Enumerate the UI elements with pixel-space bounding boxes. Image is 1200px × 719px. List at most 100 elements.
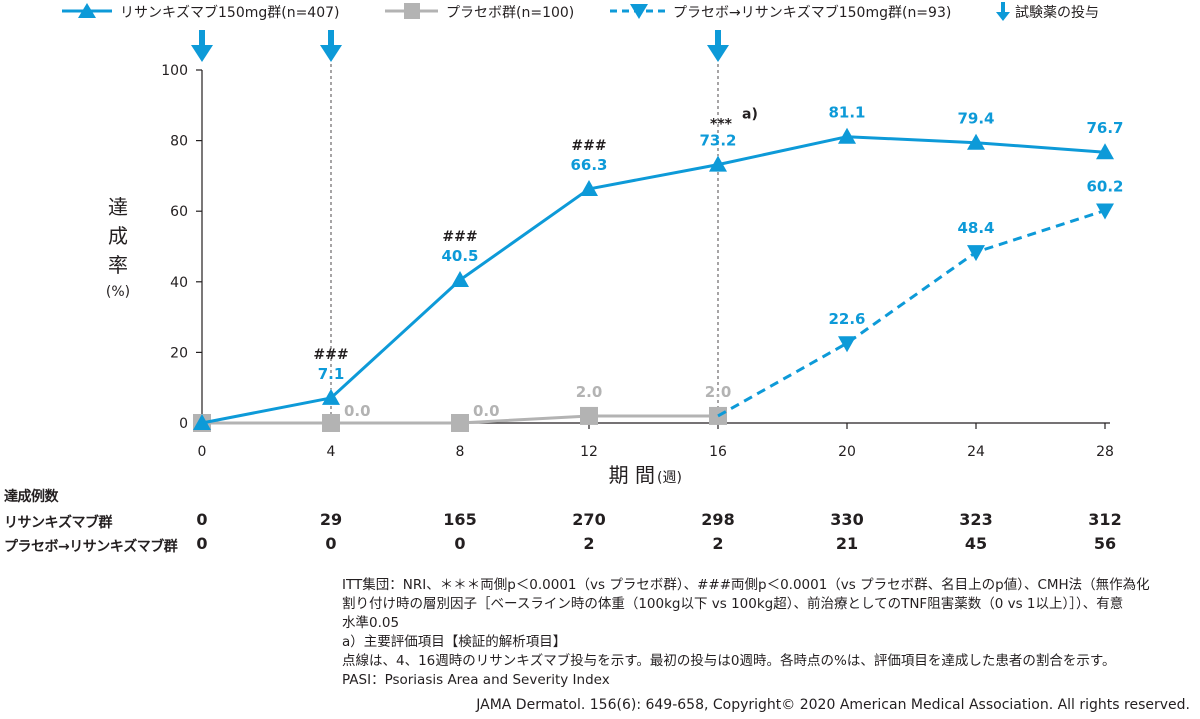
significance-marker: ### bbox=[571, 138, 606, 154]
legend-label-placebo-switch: プラセボ→リサンキズマブ150mg群(n=93) bbox=[673, 4, 951, 21]
x-axis-title-label: 期 間 bbox=[609, 463, 655, 486]
x-axis-title: 期 間 (週) bbox=[609, 463, 682, 486]
data-label: 73.2 bbox=[699, 132, 736, 150]
x-tick-label: 12 bbox=[580, 444, 598, 460]
legend-item-risankizumab: リサンキズマブ150mg群(n=407) bbox=[62, 3, 340, 21]
x-tick-label: 28 bbox=[1096, 444, 1114, 460]
count-value: 330 bbox=[830, 510, 864, 529]
series-layer bbox=[193, 127, 1114, 432]
footnote-line: 点線は、4、16週時のリサンキズマブ投与を示す。最初の投与は0週時。各時点の%は… bbox=[342, 653, 1116, 669]
legend-item-dosing: 試験薬の投与 bbox=[996, 2, 1099, 21]
x-tick-label: 16 bbox=[709, 444, 727, 460]
count-value: 0 bbox=[325, 534, 337, 553]
data-label: 2.0 bbox=[576, 383, 603, 401]
y-tick-label: 40 bbox=[170, 275, 188, 291]
counts-header: 達成例数 bbox=[4, 489, 59, 505]
x-tick-label: 24 bbox=[967, 444, 985, 460]
x-tick-label: 4 bbox=[327, 444, 336, 460]
y-axis-unit: (%) bbox=[106, 284, 130, 300]
count-value: 323 bbox=[959, 510, 993, 529]
x-tick-label: 20 bbox=[838, 444, 856, 460]
footnote-line: 水準0.05 bbox=[342, 615, 400, 631]
legend-item-placebo: プラセボ群(n=100) bbox=[385, 3, 574, 21]
legend-label-placebo: プラセボ群(n=100) bbox=[446, 5, 574, 21]
count-value: 56 bbox=[1093, 534, 1117, 553]
data-point bbox=[709, 155, 727, 172]
dosing-arrow-shaft bbox=[328, 30, 334, 50]
significance-marker: ### bbox=[313, 347, 348, 363]
data-label: 0.0 bbox=[344, 402, 371, 420]
legend-marker-square bbox=[404, 3, 420, 19]
dosing-arrow-shaft bbox=[715, 30, 721, 50]
footnotes: ITT集団：NRI、＊＊＊両側p＜0.0001（vs プラセボ群）、###両側p… bbox=[342, 576, 1192, 690]
counts-row-label: プラセボ→リサンキズマブ群 bbox=[4, 539, 178, 555]
down-arrow-icon bbox=[320, 30, 342, 62]
data-label: 81.1 bbox=[828, 104, 865, 122]
data-labels: 0.0 0.0 2.0 2.0 22.6 48.4 60.2 7.1 40.5 66.3 73.2 8… bbox=[313, 104, 1123, 420]
significance-marker: ### bbox=[442, 229, 477, 245]
count-value: 2 bbox=[712, 534, 724, 553]
counts-row-label: リサンキズマブ群 bbox=[4, 515, 113, 531]
data-label: 66.3 bbox=[570, 156, 607, 174]
down-arrow-icon bbox=[191, 30, 213, 62]
series-line-0 bbox=[201, 135, 1106, 425]
data-point bbox=[1096, 143, 1114, 160]
data-point bbox=[193, 414, 211, 430]
count-value: 29 bbox=[319, 510, 343, 529]
data-point bbox=[967, 133, 985, 150]
data-point bbox=[838, 336, 856, 353]
legend: リサンキズマブ150mg群(n=407) プラセボ群(n=100) プラセボ→リ… bbox=[62, 2, 1099, 21]
x-tick-label: 0 bbox=[198, 444, 207, 460]
count-value: 0 bbox=[196, 534, 208, 553]
count-value: 298 bbox=[701, 510, 735, 529]
data-point bbox=[967, 245, 985, 262]
legend-item-placebo-switch: プラセボ→リサンキズマブ150mg群(n=93) bbox=[610, 4, 951, 21]
footnote-line: 割り付け時の層別因子［ベースライン時の体重（100kg以下 vs 100kg超）… bbox=[342, 596, 1124, 612]
data-point bbox=[451, 414, 469, 432]
x-tick-label: 8 bbox=[456, 444, 465, 460]
y-axis-title-char-3: 率 bbox=[108, 253, 128, 277]
count-value: 0 bbox=[196, 510, 208, 529]
data-label: 76.7 bbox=[1086, 119, 1123, 137]
y-tick-label: 20 bbox=[170, 345, 188, 361]
x-axis-title-unit: (週) bbox=[657, 470, 682, 486]
y-tick-label: 80 bbox=[170, 134, 188, 150]
dosing-arrow-shaft bbox=[199, 30, 205, 50]
dosing-arrow-head bbox=[191, 45, 213, 62]
y-axis-title-char-1: 達 bbox=[108, 195, 128, 219]
data-label: 79.4 bbox=[957, 110, 994, 128]
legend-marker-triangle-down bbox=[630, 4, 648, 19]
footnote-line: PASI：Psoriasis Area and Severity Index bbox=[342, 672, 610, 688]
citation: JAMA Dermatol. 156(6): 649-658, Copyrigh… bbox=[476, 697, 1190, 713]
data-label: 22.6 bbox=[828, 310, 865, 328]
data-label: 0.0 bbox=[473, 402, 500, 420]
footnote-line: a）主要評価項目【検証的解析項目】 bbox=[342, 634, 567, 650]
significance-marker: *** bbox=[710, 117, 733, 133]
data-point bbox=[322, 388, 340, 405]
y-tick-label: 60 bbox=[170, 204, 188, 220]
counts-row-placebo-switch: プラセボ→リサンキズマブ群 0 0 0 2 2 21 45 56 bbox=[0, 534, 1200, 558]
legend-label-dosing: 試験薬の投与 bbox=[1015, 5, 1099, 21]
count-value: 165 bbox=[443, 510, 477, 529]
dosing-arrow-head bbox=[320, 45, 342, 62]
dosing-arrow-head bbox=[707, 45, 729, 62]
count-value: 270 bbox=[572, 510, 606, 529]
legend-label-risankizumab: リサンキズマブ150mg群(n=407) bbox=[120, 4, 340, 21]
data-point bbox=[322, 414, 340, 432]
down-arrow-icon bbox=[996, 2, 1010, 21]
y-tick-label: 0 bbox=[179, 416, 188, 432]
count-value: 0 bbox=[454, 534, 466, 553]
responder-counts: 達成例数 リサンキズマブ群 0 29 165 270 298 330 323 312 プラセボ… bbox=[0, 486, 1200, 556]
footnote-line: ITT集団：NRI、＊＊＊両側p＜0.0001（vs プラセボ群）、###両側p… bbox=[342, 577, 1150, 593]
series-line-2 bbox=[717, 209, 1106, 418]
data-point bbox=[580, 406, 598, 425]
y-axis-title: 達 成 率 (%) bbox=[106, 195, 130, 300]
data-label: 2.0 bbox=[705, 383, 732, 401]
legend-marker-triangle-up bbox=[78, 3, 96, 18]
data-point bbox=[451, 271, 469, 288]
data-point bbox=[838, 127, 856, 144]
count-value: 2 bbox=[583, 534, 595, 553]
data-label: 40.5 bbox=[441, 247, 478, 265]
data-label: 7.1 bbox=[318, 365, 345, 383]
data-label: 48.4 bbox=[957, 219, 994, 237]
